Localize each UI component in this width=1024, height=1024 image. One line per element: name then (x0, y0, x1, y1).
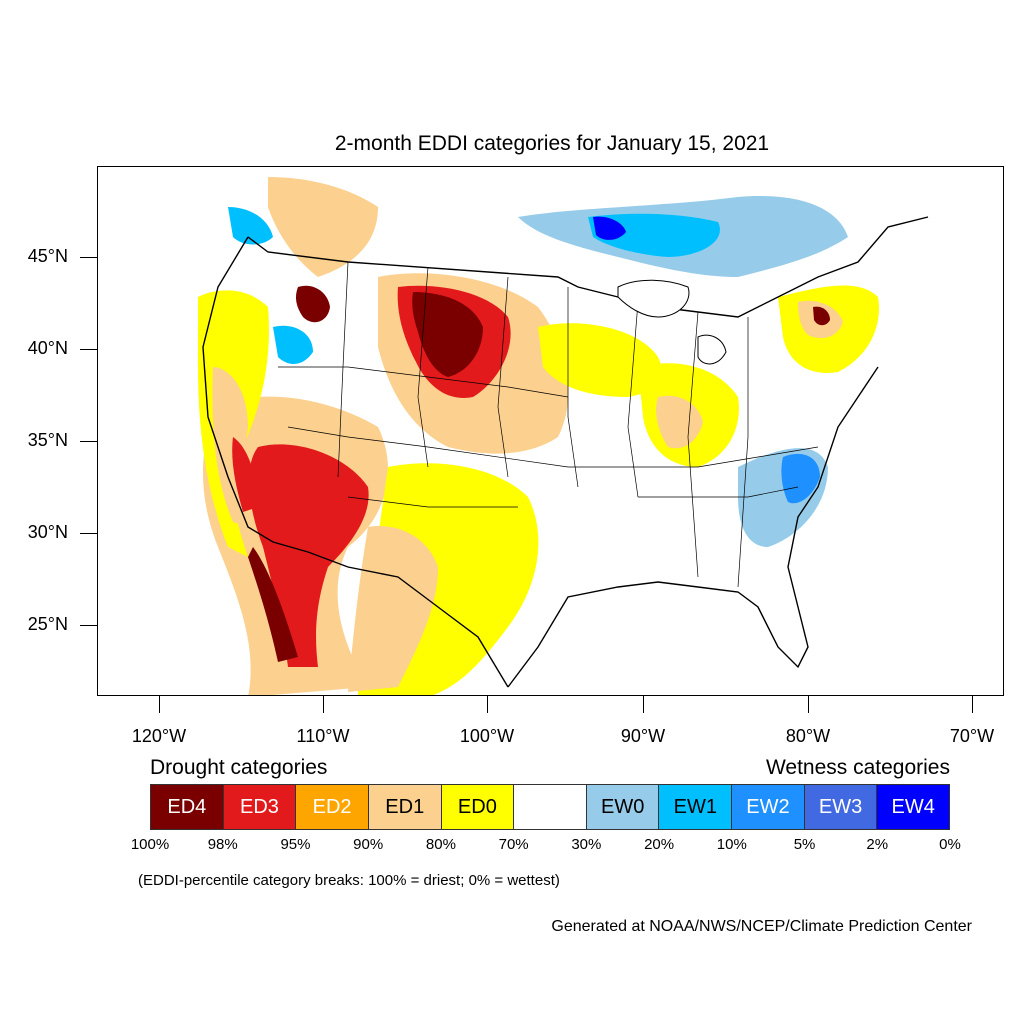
legend-box-ed0: ED0 (441, 785, 515, 829)
category-legend: ED4 ED3 ED2 ED1 ED0 EW0 EW1 EW2 EW3 EW4 (150, 784, 950, 830)
lon-tick (808, 696, 809, 713)
legend-box-ew0: EW0 (586, 785, 660, 829)
credit-text: Generated at NOAA/NWS/NCEP/Climate Predi… (551, 918, 972, 935)
percentile-label: 95% (280, 836, 311, 853)
drought-region-tx-west (348, 526, 438, 692)
lat-label: 30°N (27, 522, 68, 542)
drought-legend-title: Drought categories (150, 756, 328, 779)
lat-label: 35°N (27, 430, 68, 450)
drought-region-nw (268, 177, 378, 277)
drought-region-ny-core (813, 306, 830, 326)
wet-region-nc-core (781, 453, 820, 504)
percentile-label: 2% (866, 836, 889, 853)
percentile-label: 80% (425, 836, 456, 853)
lon-label: 80°W (785, 726, 831, 746)
lon-label: 70°W (949, 726, 995, 746)
percentile-label: 0% (939, 836, 961, 853)
map-area (97, 166, 1004, 696)
drought-region-midwest (538, 323, 662, 397)
lat-tick (80, 533, 97, 534)
lat-label: 45°N (27, 246, 68, 266)
lat-label: 25°N (27, 614, 68, 634)
map-title: 2-month EDDI categories for January 15, … (334, 132, 770, 155)
lon-label: 110°W (296, 726, 350, 746)
lon-tick (487, 696, 488, 713)
eddi-map (198, 177, 929, 695)
lon-tick (972, 696, 973, 713)
percentile-label: 5% (793, 836, 816, 853)
legend-box-ew1: EW1 (659, 785, 733, 829)
drought-region-id-core (295, 285, 330, 323)
percentile-label: 10% (716, 836, 747, 853)
lat-tick (80, 625, 97, 626)
great-lakes (617, 279, 727, 365)
percentile-label: 98% (207, 836, 238, 853)
lon-tick (643, 696, 644, 713)
legend-box-ed4: ED4 (151, 785, 224, 829)
legend-box-ew4: EW4 (877, 785, 950, 829)
lat-label: 40°N (27, 338, 68, 358)
lon-label: 90°W (620, 726, 666, 746)
percentile-label: 100% (130, 836, 170, 853)
wet-region-northwest (228, 207, 273, 245)
wet-region-or (273, 325, 313, 364)
percentile-label: 90% (353, 836, 384, 853)
legend-box-ed2: ED2 (296, 785, 369, 829)
legend-box-normal (514, 785, 587, 829)
drought-region-baja (248, 547, 298, 662)
wet-region-mn (593, 216, 626, 240)
legend-box-ed1: ED1 (368, 785, 442, 829)
percentile-label: 30% (571, 836, 602, 853)
lat-tick (80, 257, 97, 258)
state-lines (278, 261, 819, 588)
percentile-label: 20% (644, 836, 675, 853)
percentile-label: 70% (498, 836, 529, 853)
lat-tick (80, 441, 97, 442)
lon-tick (159, 696, 160, 713)
lat-tick (80, 349, 97, 350)
drought-region-wy-extreme (412, 292, 483, 377)
category-note: (EDDI-percentile category breaks: 100% =… (138, 872, 560, 889)
lon-label: 120°W (131, 726, 187, 746)
drought-region-ca-core (232, 437, 258, 512)
wetness-legend-title: Wetness categories (765, 756, 950, 779)
legend-box-ed3: ED3 (223, 785, 297, 829)
legend-box-ew3: EW3 (804, 785, 878, 829)
lon-tick (323, 696, 324, 713)
lon-label: 100°W (459, 726, 515, 746)
drought-region-ohio-core (656, 395, 703, 449)
legend-box-ew2: EW2 (732, 785, 805, 829)
